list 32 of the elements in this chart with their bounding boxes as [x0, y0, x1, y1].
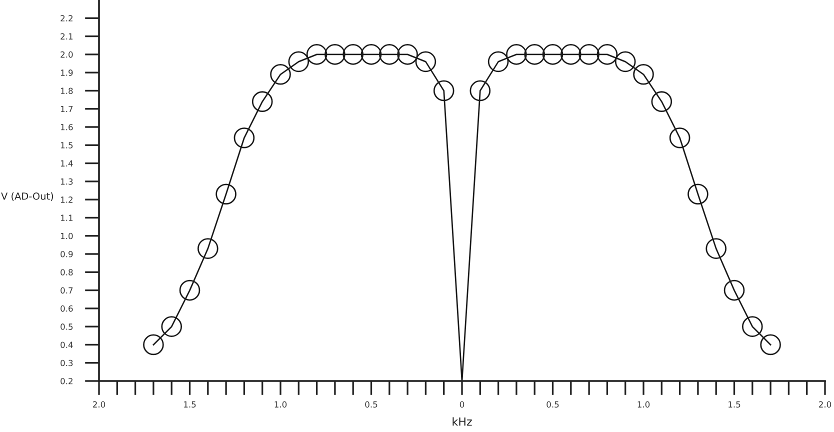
y-tick-label: 0.4	[60, 342, 73, 348]
y-tick-label: 0.5	[60, 324, 73, 330]
y-tick-label: 0.9	[60, 250, 73, 258]
x-tick-label: 2.0	[92, 401, 106, 408]
y-tick-label: 2.1	[60, 33, 73, 40]
y-tick-label: 2.2	[60, 15, 72, 22]
x-tick-label: 0	[460, 401, 464, 408]
y-tick-label: 1.2	[60, 196, 72, 203]
y-tick-label: 0.2	[60, 378, 72, 384]
x-tick-label: 1.5	[728, 401, 740, 408]
y-tick-label: 0.7	[60, 287, 73, 294]
y-axis-title: V (AD-Out)	[1, 192, 54, 201]
y-tick-label: 1.0	[60, 232, 73, 240]
y-tick-label: 1.5	[60, 142, 73, 148]
y-tick-label: 0.6	[60, 305, 73, 312]
x-tick-label: 0.5	[546, 401, 559, 408]
x-tick-label: 0.5	[365, 401, 378, 408]
x-tick-label: 2.0	[818, 401, 832, 408]
y-tick-label: 1.1	[60, 214, 73, 221]
y-tick-label: 1.7	[60, 106, 73, 112]
x-tick-label: 1.5	[184, 401, 196, 408]
y-tick-label: 1.3	[60, 178, 73, 185]
y-tick-label: 1.8	[60, 88, 73, 94]
y-tick-label: 1.6	[60, 124, 73, 130]
y-tick-label: 0.8	[60, 269, 73, 276]
x-tick-label: 1.0	[274, 401, 287, 408]
y-tick-label: 0.3	[60, 360, 73, 366]
y-tick-label: 2.0	[60, 51, 73, 58]
y-tick-label: 1.9	[60, 70, 73, 76]
y-tick-label: 1.4	[60, 160, 73, 166]
x-axis-title: kHz	[452, 417, 472, 426]
x-tick-label: 1.0	[638, 401, 650, 408]
